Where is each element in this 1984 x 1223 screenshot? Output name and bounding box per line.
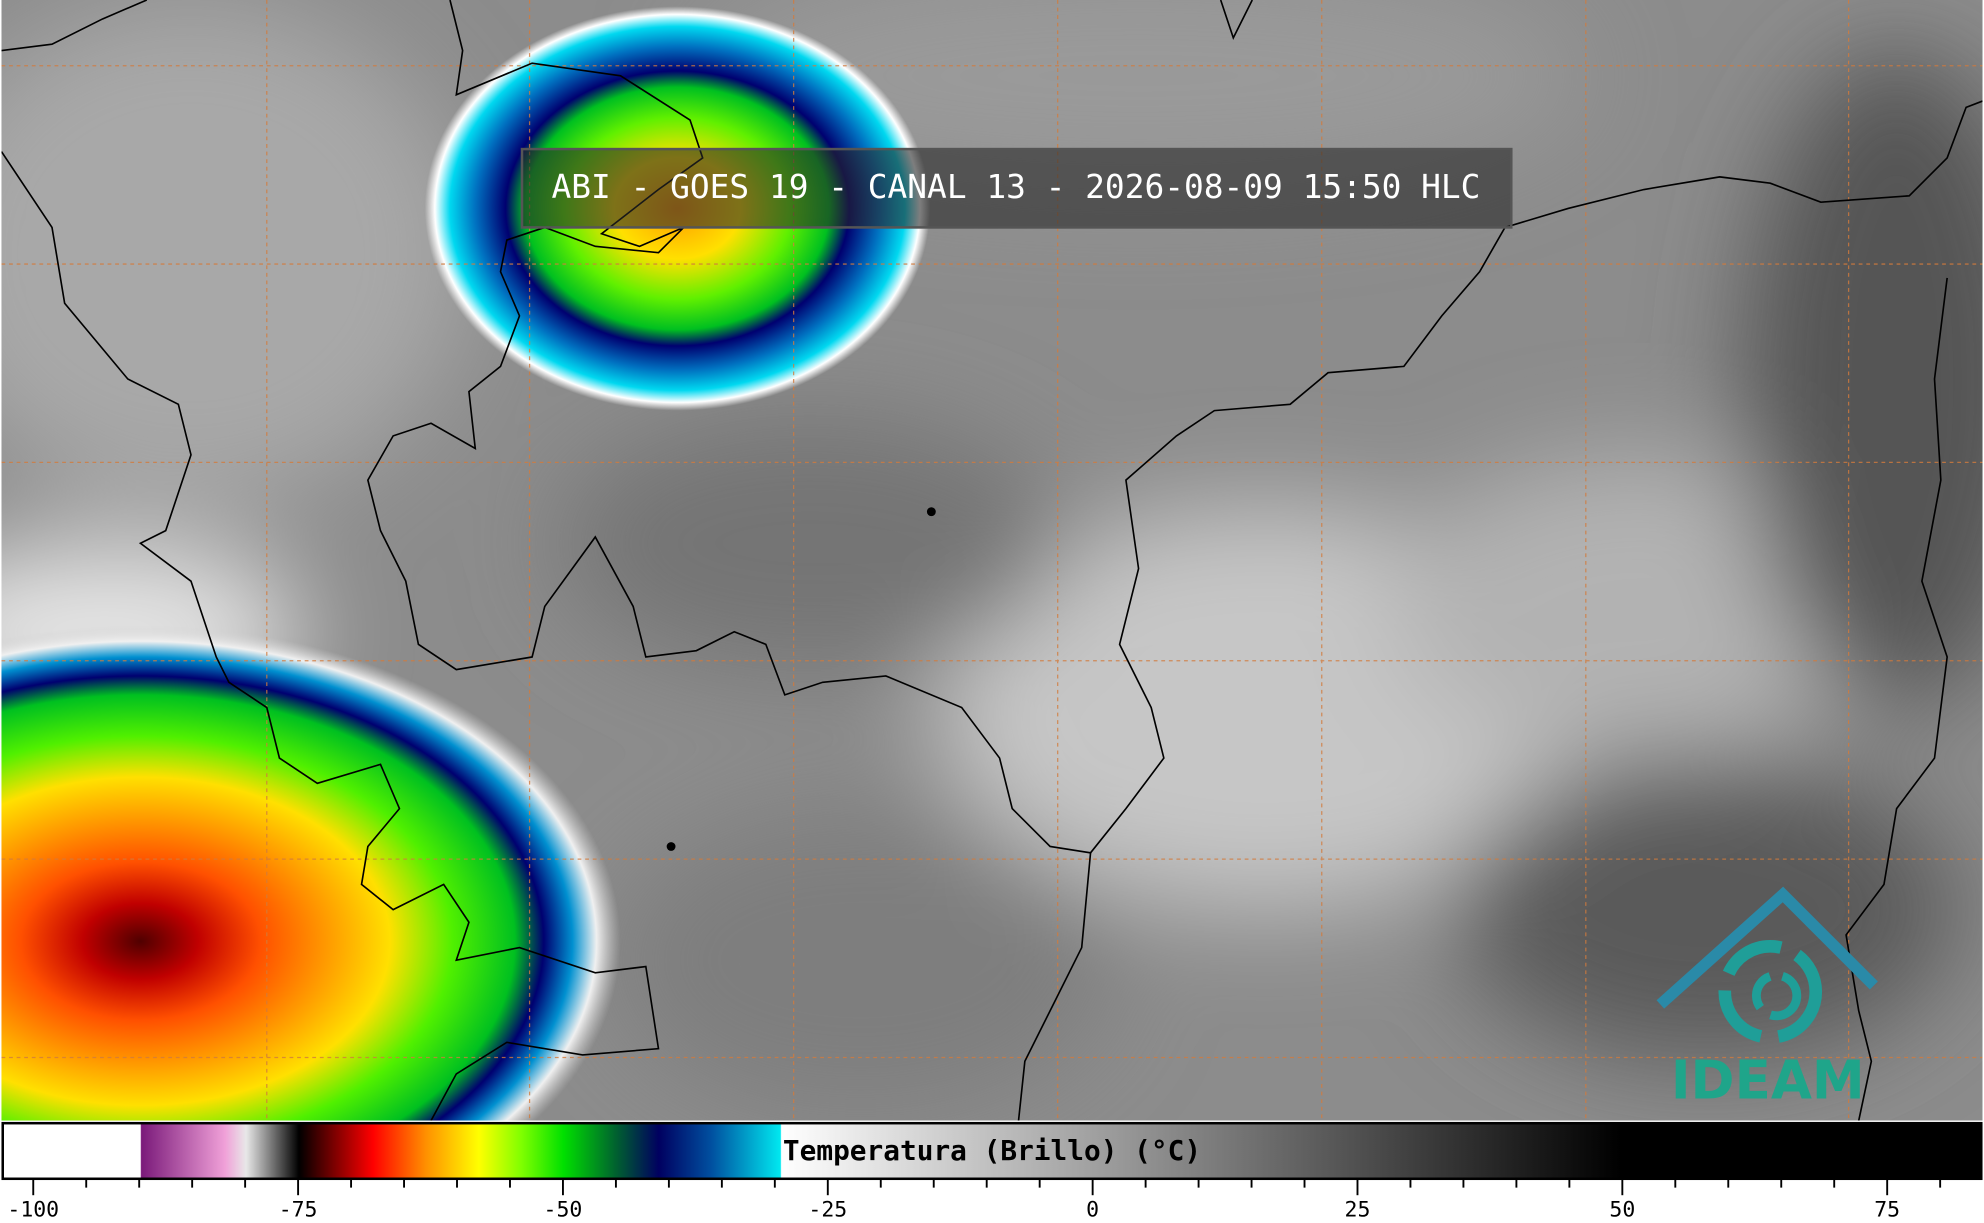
tick-label: 25 bbox=[1345, 1197, 1371, 1222]
tick-label: 50 bbox=[1609, 1197, 1635, 1222]
city-marker bbox=[926, 507, 936, 517]
colorbar-ramp bbox=[1, 1121, 1983, 1181]
tick-label: 75 bbox=[1874, 1197, 1900, 1222]
tick-label: -100 bbox=[7, 1197, 59, 1222]
colorbar-label: Temperatura (Brillo) (°C) bbox=[783, 1134, 1201, 1167]
title: ABI - GOES 19 - CANAL 13 - 2026-08-09 15… bbox=[552, 168, 1481, 206]
tick-label: 0 bbox=[1086, 1197, 1099, 1222]
colorbar: Temperatura (Brillo) (°C) -100 -75 -50 -25 0… bbox=[1, 1120, 1983, 1223]
city-marker bbox=[666, 842, 676, 851]
borders bbox=[1, 0, 1983, 1121]
title-box: ABI - GOES 19 - CANAL 13 - 2026-08-09 15… bbox=[520, 147, 1513, 229]
tick-label: -75 bbox=[279, 1197, 318, 1222]
logo-text: IDEAM bbox=[1671, 1050, 1865, 1112]
logo: IDEAM bbox=[1656, 886, 1878, 1112]
tick-label: -50 bbox=[544, 1197, 583, 1222]
tick-label: -25 bbox=[808, 1197, 847, 1222]
